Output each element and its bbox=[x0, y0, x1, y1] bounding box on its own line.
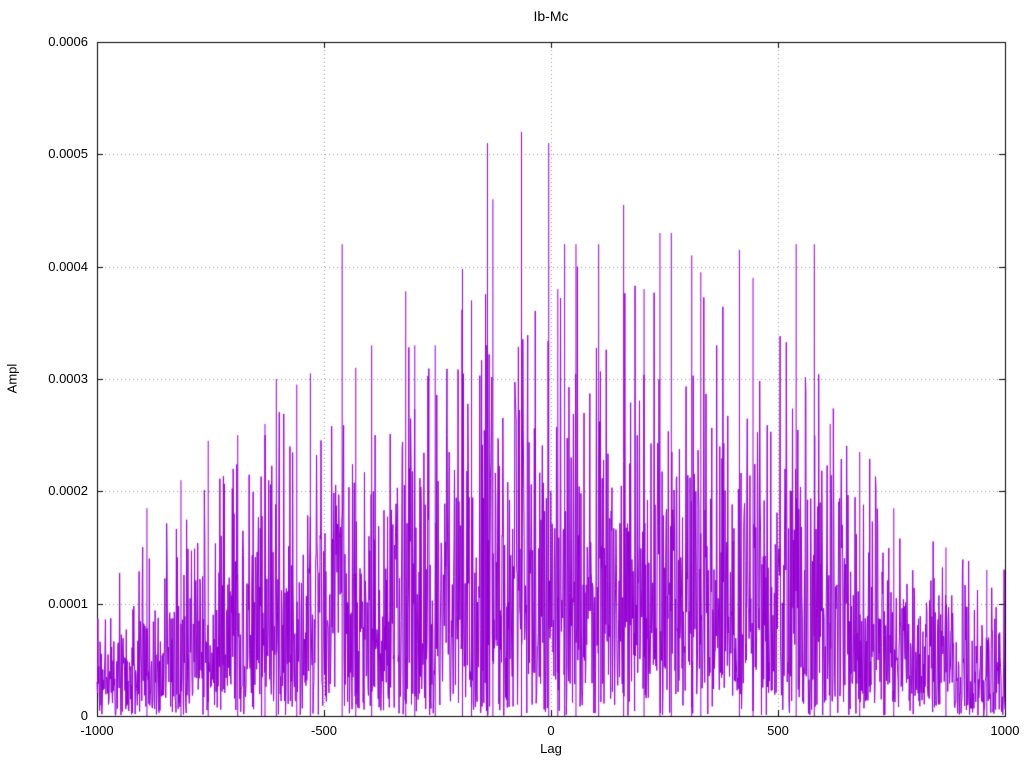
y-tick-label: 0 bbox=[80, 708, 88, 723]
x-tick-label: -1000 bbox=[80, 723, 114, 738]
y-tick-label: 0.0006 bbox=[48, 34, 88, 49]
x-tick-label: -500 bbox=[310, 723, 338, 738]
x-tick-label: 1000 bbox=[990, 723, 1020, 738]
chart-title: Ib-Mc bbox=[533, 8, 569, 24]
x-tick-label: 0 bbox=[547, 723, 555, 738]
y-tick-label: 0.0002 bbox=[48, 483, 88, 499]
y-tick-label: 0.0001 bbox=[48, 595, 88, 611]
y-tick-label: 0.0003 bbox=[48, 371, 88, 386]
y-tick-label: 0.0005 bbox=[48, 146, 88, 162]
y-tick-label: 0.0004 bbox=[48, 258, 88, 274]
x-axis-label: Lag bbox=[540, 741, 562, 756]
x-tick-label: 500 bbox=[767, 723, 789, 738]
